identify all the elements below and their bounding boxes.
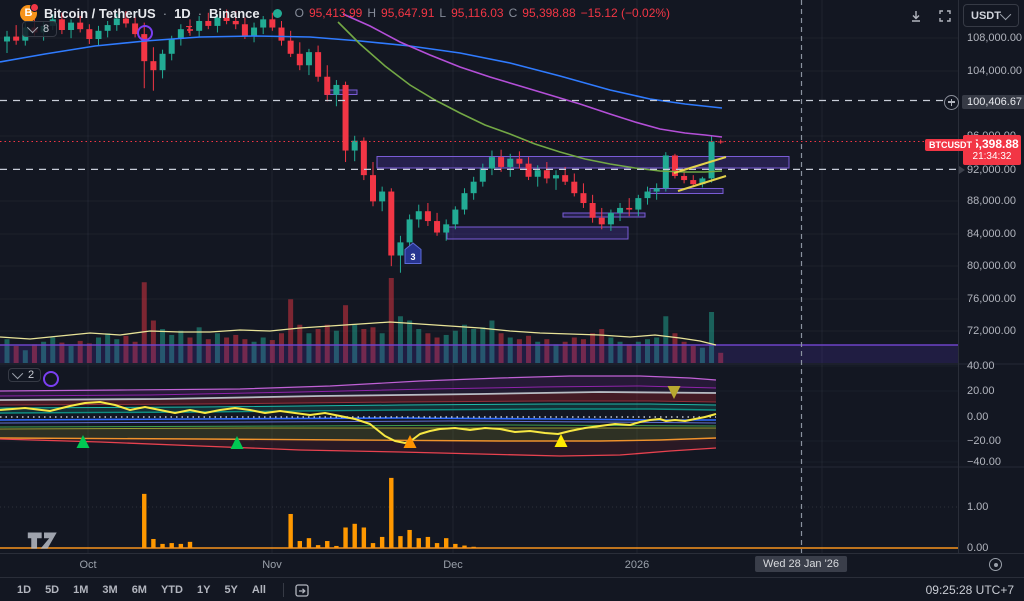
price-axis-label: 84,000.00: [967, 228, 1016, 240]
pane2-collapse-button[interactable]: 2: [8, 367, 42, 382]
symbol-title[interactable]: Bitcoin / TetherUS: [44, 5, 156, 21]
high-value: 95,647.91: [381, 6, 435, 20]
range-button-3m[interactable]: 3M: [95, 582, 124, 598]
indicator-logo-icon[interactable]: [43, 371, 59, 387]
level-price-label: 100,406.67: [962, 95, 1024, 109]
histogram-axis-label: 0.00: [967, 542, 989, 554]
time-axis-label: Oct: [79, 559, 97, 571]
pane2-indicator-count: 2: [28, 369, 35, 381]
calendar-icon: [295, 583, 309, 597]
symbol-header: B Bitcoin / TetherUS · 1D · Binance O 95…: [20, 2, 670, 23]
level-price-value: 100,406.67: [967, 96, 1023, 108]
exchange-label: Binance: [209, 5, 260, 21]
crosshair-date-label: Wed 28 Jan '26: [755, 556, 847, 572]
indicator-count: 8: [43, 23, 50, 35]
bar-countdown: 21:34:32: [972, 151, 1012, 163]
price-axis-label: 80,000.00: [967, 260, 1016, 272]
download-icon: [912, 10, 920, 22]
price-axis-label: 76,000.00: [967, 293, 1016, 305]
clock-label[interactable]: 09:25:28 UTC+7: [925, 582, 1014, 597]
open-label: O: [294, 6, 304, 20]
oscillator-axis-label: 20.00: [967, 385, 995, 397]
open-value: 95,413.99: [308, 6, 363, 20]
range-button-1m[interactable]: 1M: [66, 582, 95, 598]
bitcoin-logo-icon: B: [20, 2, 39, 22]
close-label: C: [508, 6, 518, 20]
time-axis-label: Dec: [443, 559, 463, 571]
indicators-collapse-button[interactable]: 8: [22, 21, 58, 37]
high-label: H: [367, 6, 377, 20]
oscillator-axis-label: 0.00: [967, 411, 989, 423]
time-axis-label: 2026: [624, 559, 650, 571]
alert-price-value: 92,000.00: [967, 164, 1016, 176]
download-button[interactable]: [903, 4, 929, 27]
range-button-1y[interactable]: 1Y: [190, 582, 217, 598]
fullscreen-button[interactable]: [932, 4, 958, 27]
range-button-5y[interactable]: 5Y: [217, 582, 244, 598]
separator: ·: [197, 5, 203, 21]
symbol-price-tag: BTCUSDT: [925, 139, 976, 151]
range-button-5d[interactable]: 5D: [38, 582, 66, 598]
toolbar-divider: [282, 582, 284, 597]
separator: ·: [162, 5, 168, 21]
low-label: L: [439, 6, 447, 20]
currency-dropdown[interactable]: USDT: [963, 4, 1019, 27]
range-button-ytd[interactable]: YTD: [154, 582, 190, 598]
price-axis-label: 108,000.00: [967, 32, 1023, 44]
price-axis[interactable]: 100,406.67 95,398.88 21:34:32 92,000.00 …: [958, 0, 1024, 554]
time-axis-label: Nov: [262, 559, 282, 571]
time-axis[interactable]: Wed 28 Jan '26 Oct Nov Dec 2026: [0, 553, 1024, 578]
scales-settings-icon[interactable]: [989, 558, 1002, 571]
alert-price-label: 92,000.00: [959, 164, 1016, 176]
plus-circle-icon[interactable]: [944, 94, 959, 110]
svg-text:3: 3: [410, 252, 415, 262]
chevron-down-icon: [26, 21, 39, 34]
interval-button[interactable]: 1D: [174, 5, 191, 21]
oscillator-axis-label: −20.00: [967, 435, 1001, 447]
tradingview-logo[interactable]: [26, 529, 62, 551]
ohlc-values: O 95,413.99 H 95,647.91 L 95,116.03 C 95…: [295, 6, 670, 20]
oscillator-axis-label: −40.00: [967, 456, 1001, 468]
bottom-toolbar: 1D 5D 1M 3M 6M YTD 1Y 5Y All 09:25:28 UTC+7: [0, 577, 1024, 601]
close-value: 95,398.88: [522, 6, 576, 20]
price-axis-label: 88,000.00: [967, 195, 1016, 207]
go-to-date-button[interactable]: [294, 582, 310, 598]
oscillator-axis-label: 40.00: [967, 360, 995, 372]
indicator-letter-icon[interactable]: T: [186, 25, 193, 36]
chevron-down-icon: [11, 367, 24, 380]
range-button-1d[interactable]: 1D: [10, 582, 38, 598]
fullscreen-icon: [939, 9, 951, 22]
last-price-value: 95,398.88: [965, 137, 1019, 151]
market-status-dot-icon[interactable]: [272, 8, 282, 18]
change-value: −15.12 (−0.02%): [580, 6, 671, 20]
chevron-down-icon: [999, 8, 1012, 20]
bitcoin-letter: B: [24, 7, 33, 19]
price-axis-label: 104,000.00: [967, 65, 1023, 77]
price-arrow-icon: [959, 166, 965, 174]
price-axis-label: 72,000.00: [967, 325, 1016, 337]
range-button-6m[interactable]: 6M: [125, 582, 154, 598]
currency-value: USDT: [971, 9, 1001, 22]
histogram-axis-label: 1.00: [967, 501, 989, 513]
range-button-all[interactable]: All: [245, 582, 273, 598]
indicator-logo-icon[interactable]: [137, 25, 153, 41]
date-range-buttons: 1D 5D 1M 3M 6M YTD 1Y 5Y All: [10, 582, 273, 598]
notification-dot-icon: [30, 2, 39, 12]
low-value: 95,116.03: [451, 6, 504, 20]
